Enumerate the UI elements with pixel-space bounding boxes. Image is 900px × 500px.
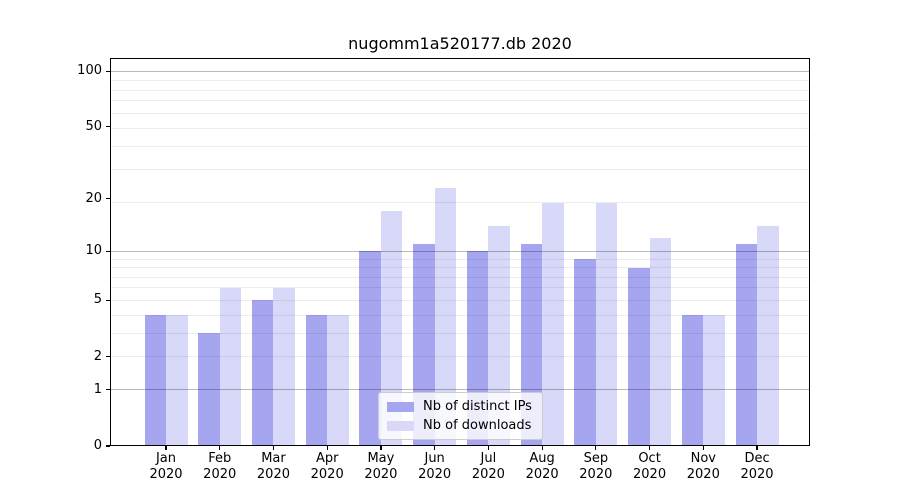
y-tick-mark [106, 445, 110, 447]
y-tick-label: 50 [85, 118, 102, 134]
gridline-minor [110, 169, 810, 171]
gridline-major [110, 389, 810, 391]
bar-distinct-ips-apr [305, 315, 328, 446]
bar-distinct-ips-may [359, 251, 381, 446]
x-tick-label: Dec 2020 [740, 451, 774, 482]
y-tick-mark [106, 299, 110, 302]
bar-distinct-ips-nov [681, 315, 704, 446]
y-tick-label: 5 [93, 292, 102, 308]
x-tick-mark [434, 446, 436, 450]
gridline-major [110, 70, 810, 72]
grid-layer [110, 58, 810, 446]
bar-downloads-jun [434, 187, 457, 446]
legend-label-distinct-ips: Nb of distinct IPs [423, 399, 532, 414]
y-tick-mark [106, 389, 110, 391]
x-tick-label: Apr 2020 [310, 451, 344, 482]
gridline-minor [110, 127, 810, 129]
gridline-minor [110, 276, 810, 278]
legend-row-downloads: Nb of downloads [387, 418, 532, 433]
x-tick-label: Jul 2020 [471, 451, 505, 482]
x-tick-mark [219, 446, 221, 450]
x-tick-mark [756, 446, 758, 450]
gridline-major [110, 250, 810, 252]
y-tick-label: 0 [93, 438, 102, 453]
y-tick-label: 10 [85, 243, 102, 259]
bar-distinct-ips-dec [735, 244, 758, 446]
x-tick-label: Jan 2020 [149, 451, 183, 482]
y-tick-label: 20 [85, 190, 102, 206]
gridline-minor [110, 287, 810, 289]
gridline-minor [110, 299, 810, 301]
x-tick-label: Sep 2020 [579, 451, 613, 482]
x-tick-mark [595, 446, 597, 450]
bar-downloads-feb [219, 287, 242, 446]
gridline-minor [110, 202, 810, 204]
legend-row-distinct-ips: Nb of distinct IPs [387, 399, 532, 414]
gridline-minor [110, 89, 810, 91]
x-tick-mark [541, 446, 543, 450]
bar-distinct-ips-mar [251, 300, 274, 446]
bar-distinct-ips-sep [574, 259, 596, 446]
y-tick-mark [106, 250, 110, 252]
x-tick-label: Aug 2020 [525, 451, 559, 482]
legend-label-downloads: Nb of downloads [423, 418, 532, 433]
y-tick-mark [106, 70, 110, 72]
gridline-minor [110, 145, 810, 147]
x-tick-mark [272, 446, 275, 450]
gridline-minor [110, 80, 810, 82]
bar-distinct-ips-jan [144, 315, 166, 446]
y-tick-label: 1 [93, 381, 102, 397]
x-tick-mark [648, 446, 651, 450]
gridline-minor [110, 314, 810, 316]
legend-swatch-distinct-ips [387, 401, 414, 412]
y-tick-label: 100 [77, 63, 102, 79]
legend-swatch-downloads [387, 420, 414, 431]
x-tick-mark [702, 446, 704, 450]
bar-downloads-sep [595, 202, 618, 446]
y-tick-mark [106, 126, 110, 128]
legend: Nb of distinct IPs Nb of downloads [378, 392, 543, 440]
bar-distinct-ips-oct [628, 267, 650, 446]
x-tick-label: Feb 2020 [203, 451, 237, 482]
x-tick-label: Mar 2020 [256, 451, 290, 482]
bar-downloads-jan [166, 315, 188, 446]
x-tick-mark [165, 446, 167, 450]
x-tick-label: May 2020 [364, 451, 398, 482]
x-tick-mark [380, 446, 382, 450]
y-tick-mark [106, 198, 110, 200]
x-tick-mark [487, 446, 489, 450]
gridline-minor [110, 332, 810, 334]
bar-downloads-jul [488, 226, 510, 446]
y-tick-label: 2 [93, 348, 102, 364]
plot-area [110, 58, 810, 446]
bar-downloads-apr [327, 315, 349, 446]
x-tick-label: Nov 2020 [686, 451, 720, 482]
gridline-minor [110, 100, 810, 102]
bar-downloads-aug [542, 202, 564, 446]
bar-downloads-nov [703, 315, 725, 446]
x-tick-label: Oct 2020 [633, 451, 667, 482]
gridline-minor [110, 258, 810, 260]
gridline-minor [110, 112, 810, 114]
x-tick-label: Jun 2020 [418, 451, 452, 482]
bar-downloads-oct [649, 237, 672, 446]
gridline-minor [110, 356, 810, 358]
bar-distinct-ips-feb [198, 333, 220, 446]
bar-downloads-dec [757, 226, 779, 446]
chart-title: nugomm1a520177.db 2020 [348, 34, 572, 53]
gridline-minor [110, 267, 810, 269]
bar-downloads-mar [273, 287, 295, 446]
bar-downloads-may [380, 211, 403, 446]
y-tick-mark [106, 356, 110, 358]
x-tick-mark [326, 446, 328, 450]
